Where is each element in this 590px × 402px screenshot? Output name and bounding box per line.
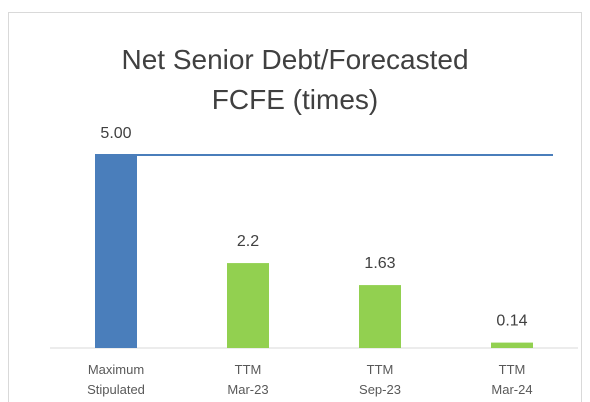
x-tick-label: Maximum Stipulated [87,362,145,397]
value-label: 2.2 [237,233,259,250]
value-label: 0.14 [496,313,527,330]
chart-frame [8,12,582,402]
bar [359,285,401,348]
x-tick-label-line: Stipulated [87,382,145,397]
value-label: 5.00 [100,125,131,142]
x-tick-label-line: TTM [235,362,262,377]
x-tick-label: TTM Sep-23 [359,362,401,397]
x-tick-label-line: Sep-23 [359,382,401,397]
bar [227,263,269,348]
bar [491,342,533,348]
x-tick-label: TTM Mar-23 [227,362,268,397]
value-label: 1.63 [364,255,395,272]
x-tick-label-line: TTM [499,362,526,377]
bar [95,155,137,348]
x-tick-label: TTM Mar-24 [491,362,532,397]
x-tick-label-line: TTM [367,362,394,377]
chart-title: Net Senior Debt/Forecasted FCFE (times) [121,44,469,115]
x-tick-label-line: Mar-23 [227,382,268,397]
x-tick-label-line: Maximum [88,362,144,377]
x-tick-label-line: Mar-24 [491,382,532,397]
